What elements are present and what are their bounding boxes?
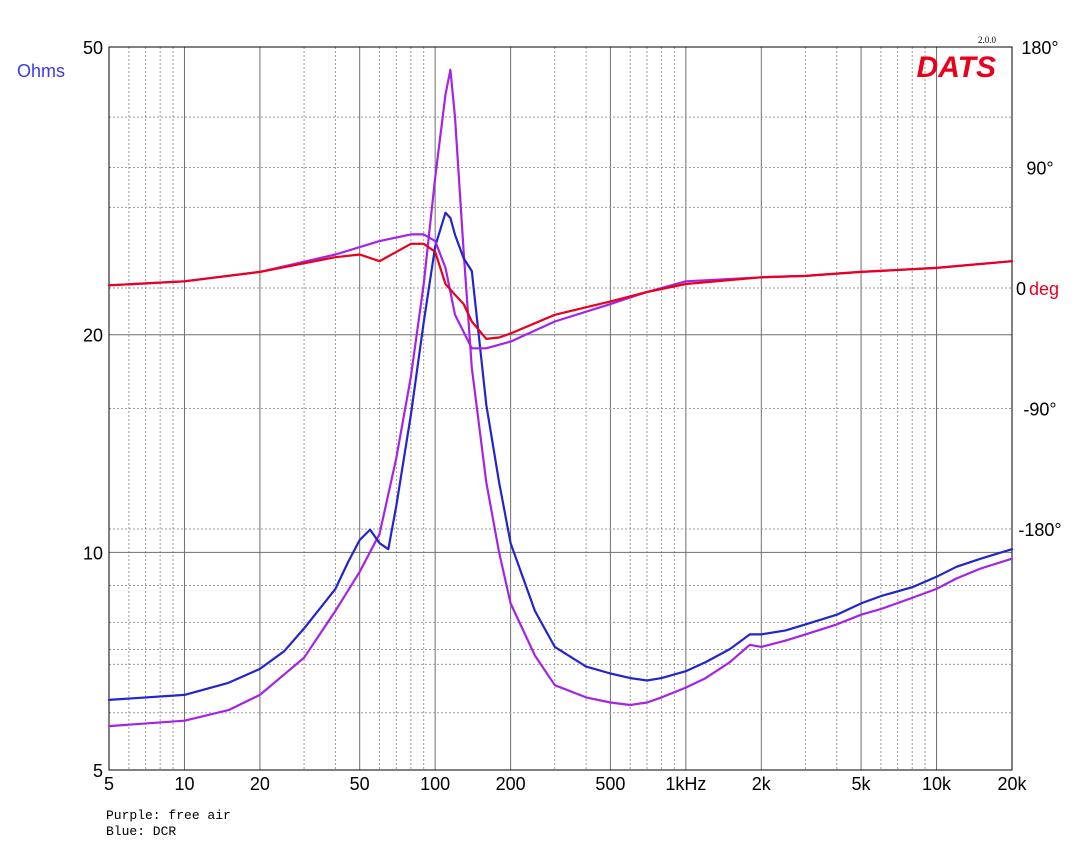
dats-logo: DATS 2.0.0 [917,35,997,84]
grid-layer [109,47,1012,770]
curve-layer [107,68,1014,728]
y-left-tick-label: 20 [83,326,103,346]
y-right-axis-unit: deg [1029,279,1059,299]
x-tick-label: 100 [420,774,450,794]
x-tick-label: 20k [997,774,1027,794]
y-left-tick-label: 5 [93,761,103,781]
x-tick-label: 200 [496,774,526,794]
series-purple_phase [107,233,1014,350]
x-tick-label: 1kHz [665,774,706,794]
x-tick-label: 5k [852,774,872,794]
label-layer: 5 10 20 50 100 200 500 1kHz 2k 5k 10k 20k 5 10 20 50 Ohm… [17,38,1062,794]
y-right-zero-label: 0 [1016,279,1026,299]
x-tick-label: 500 [595,774,625,794]
y-left-tick-label: 10 [83,543,103,563]
legend-note-blue: Blue: DCR [106,824,177,839]
y-right-tick-label: 180° [1021,38,1058,58]
impedance-phase-chart: 5 10 20 50 100 200 500 1kHz 2k 5k 10k 20k 5 10 20 50 Ohm… [17,35,1062,794]
dats-logo-text: DATS [917,51,996,84]
y-left-tick-label: 50 [83,38,103,58]
legend-notes: Purple: free air Blue: DCR [106,808,231,840]
legend-note-purple: Purple: free air [106,808,231,823]
series-blue_impedance [107,211,1014,702]
dats-version: 2.0.0 [978,35,997,45]
x-tick-label: 10 [174,774,194,794]
y-right-tick-label: -90° [1023,400,1056,420]
series-purple_impedance [107,68,1014,728]
series-red_phase [107,242,1014,340]
y-right-tick-label: 90° [1026,159,1053,179]
plot-frame [108,46,1013,771]
y-right-tick-label: -180° [1018,520,1061,540]
y-left-axis-label: Ohms [17,61,65,81]
x-tick-label: 5 [104,774,114,794]
x-tick-label: 20 [250,774,270,794]
x-tick-label: 10k [922,774,952,794]
x-tick-label: 50 [350,774,370,794]
x-tick-label: 2k [752,774,772,794]
